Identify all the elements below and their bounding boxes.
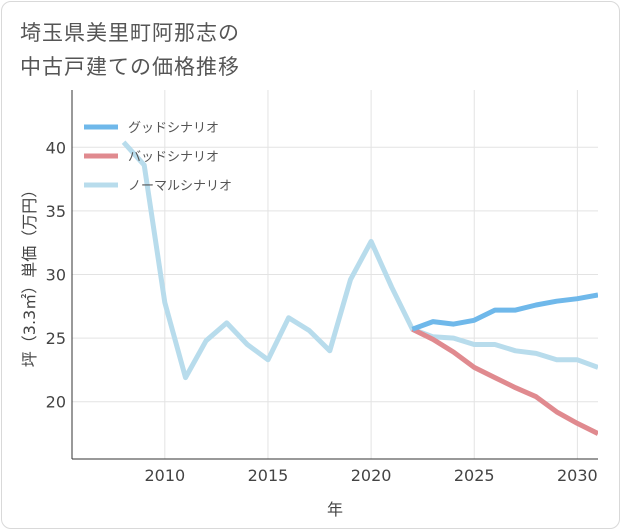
chart-title-line-1: 埼玉県美里町阿那志の xyxy=(20,21,240,45)
legend-label: ノーマルシナリオ xyxy=(128,179,232,194)
y-tick-label: 35 xyxy=(46,202,66,221)
x-axis-label: 年 xyxy=(327,500,343,519)
x-tick-label: 2020 xyxy=(351,466,392,485)
legend-label: グッドシナリオ xyxy=(128,121,219,136)
x-tick-label: 2015 xyxy=(248,466,289,485)
series-line-normal xyxy=(121,140,598,381)
x-tick-label: 2030 xyxy=(557,466,598,485)
legend-label: バッドシナリオ xyxy=(128,150,219,165)
chart-title-line-2: 中古戸建ての価格推移 xyxy=(20,55,240,79)
y-tick-label: 20 xyxy=(46,393,66,412)
chart-title: 埼玉県美里町阿那志の 中古戸建ての価格推移 xyxy=(20,16,440,84)
y-axis-label: 坪（3.3㎡）単価（万円） xyxy=(20,182,39,367)
series-line-good xyxy=(411,292,598,332)
y-tick-label: 25 xyxy=(46,329,66,348)
x-tick-label: 2010 xyxy=(144,466,185,485)
y-tick-label: 30 xyxy=(46,266,66,285)
y-tick-label: 40 xyxy=(46,138,66,157)
x-tick-label: 2025 xyxy=(454,466,495,485)
series-line-bad xyxy=(411,326,598,436)
